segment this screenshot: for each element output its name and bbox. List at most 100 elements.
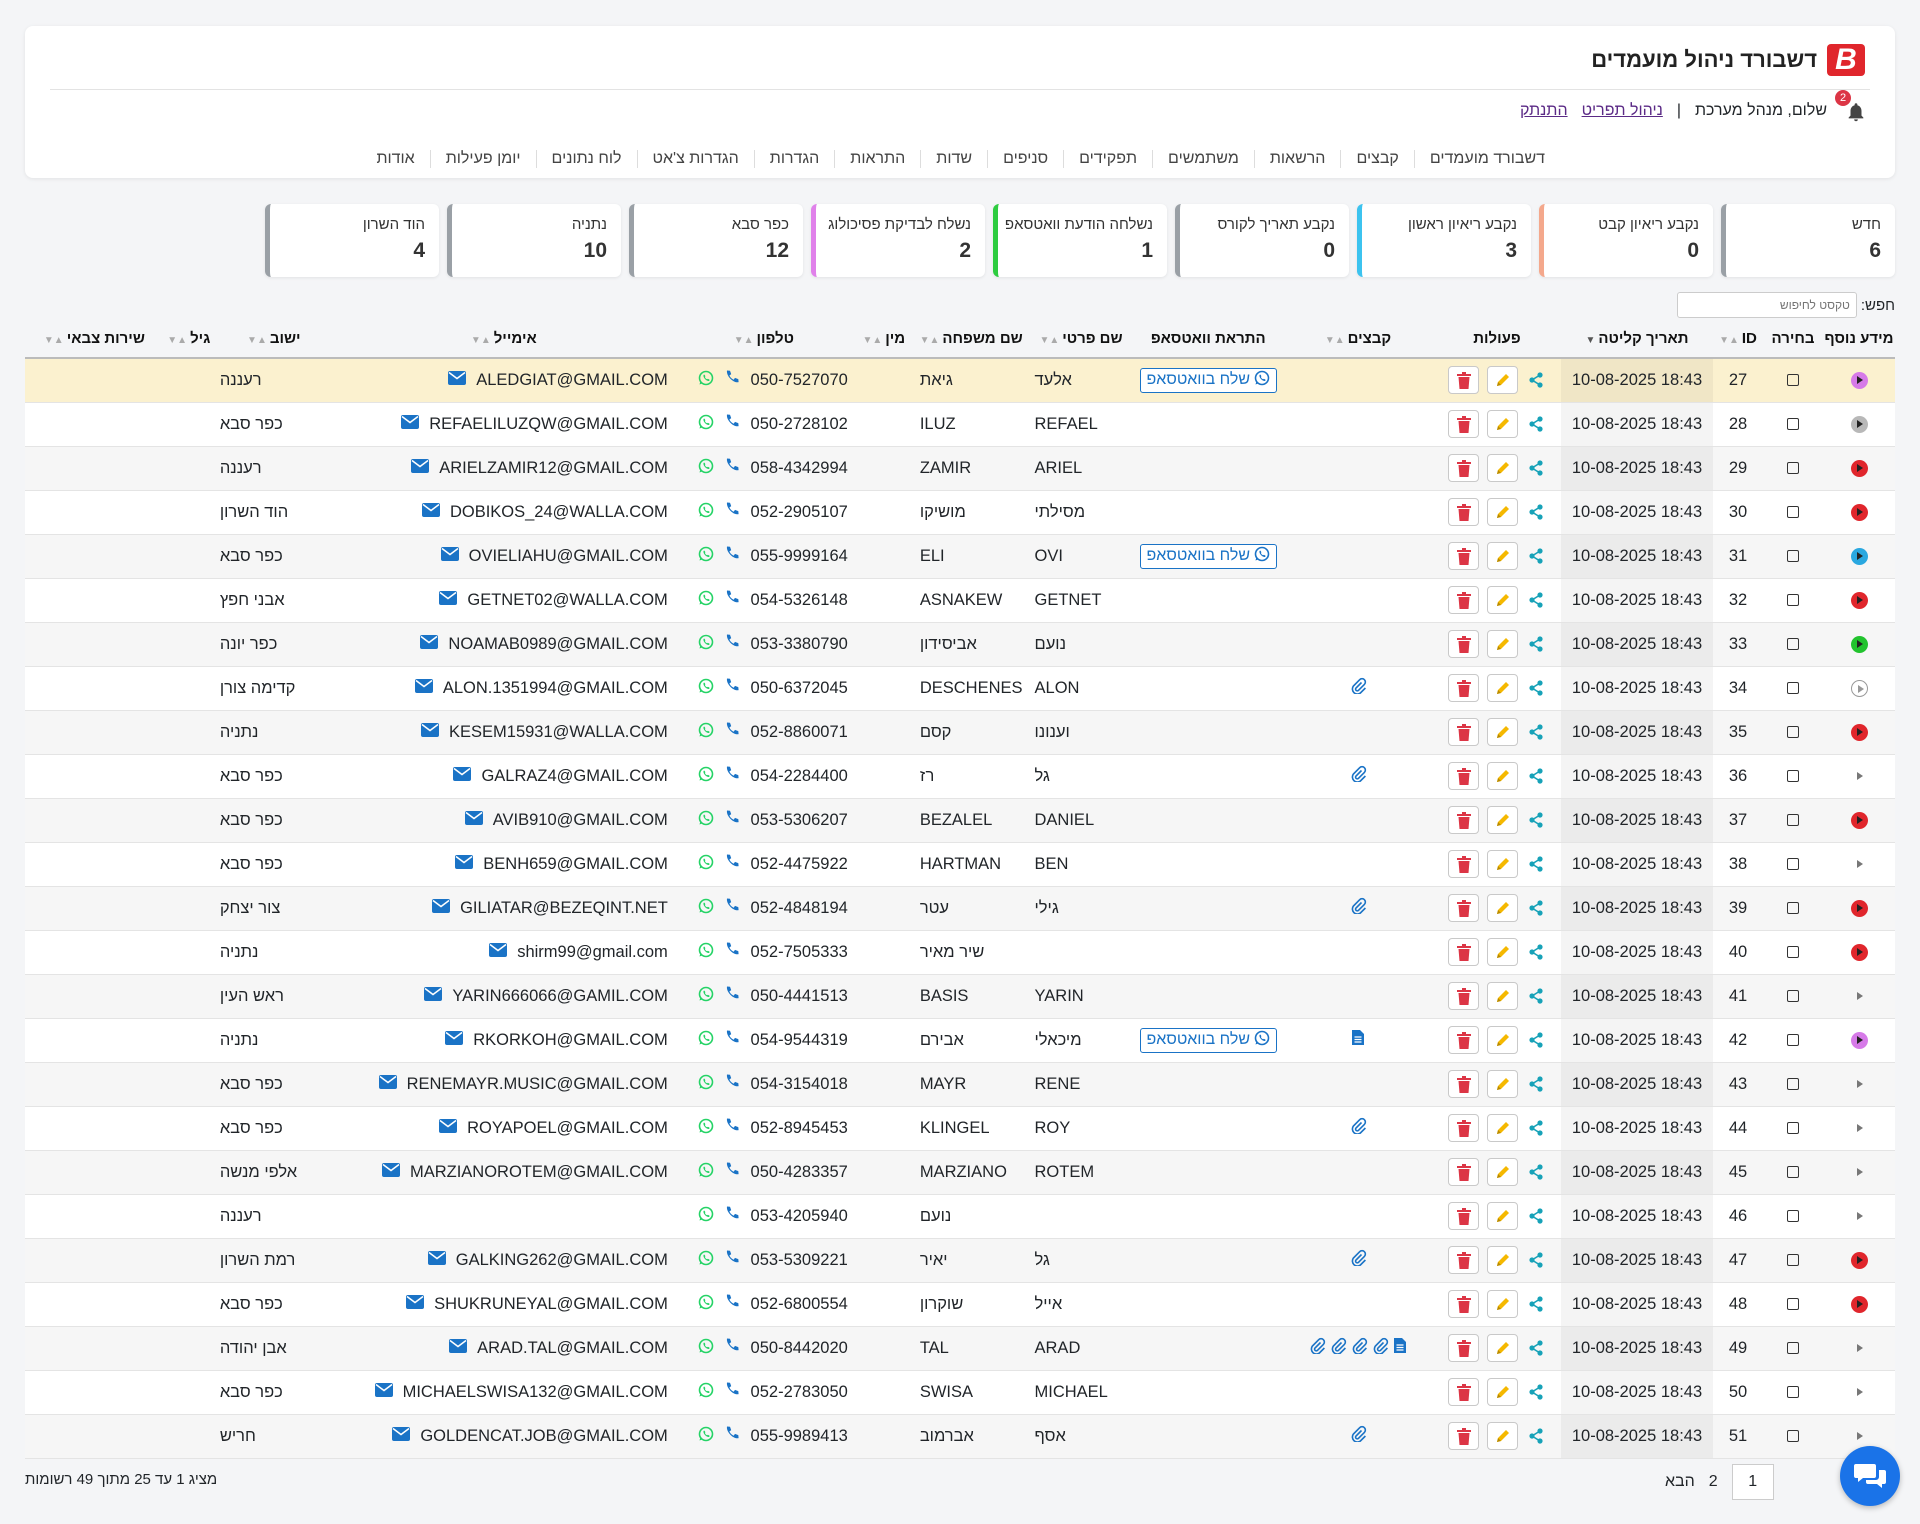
pencil-icon[interactable]	[1487, 1070, 1518, 1098]
trash-icon[interactable]	[1448, 1158, 1479, 1186]
next-page-button[interactable]: הבא	[1665, 1473, 1695, 1490]
phone-icon[interactable]	[724, 897, 741, 919]
trash-icon[interactable]	[1448, 894, 1479, 922]
row-checkbox[interactable]	[1787, 550, 1799, 563]
logout-link[interactable]: התנתק	[1519, 102, 1568, 119]
pencil-icon[interactable]	[1487, 1290, 1518, 1318]
trash-icon[interactable]	[1448, 1422, 1479, 1450]
col-gender[interactable]: מין▲▼	[853, 320, 914, 359]
pencil-icon[interactable]	[1487, 850, 1518, 878]
share-icon[interactable]	[1526, 458, 1546, 478]
pencil-icon[interactable]	[1487, 1246, 1518, 1274]
trash-icon[interactable]	[1448, 1334, 1479, 1362]
envelope-icon[interactable]	[421, 722, 439, 742]
row-checkbox[interactable]	[1787, 1430, 1799, 1443]
phone-icon[interactable]	[724, 369, 741, 391]
envelope-icon[interactable]	[439, 1118, 458, 1138]
phone-icon[interactable]	[724, 941, 741, 963]
trash-icon[interactable]	[1448, 454, 1479, 482]
col-email[interactable]: אימייל▲▼	[333, 320, 674, 359]
whatsapp-icon[interactable]	[698, 810, 714, 831]
table-row[interactable]: 40 10-08-2025 18:43 שיר מאיר 052-7505333 shi…	[25, 930, 1895, 974]
table-row[interactable]: 35 10-08-2025 18:43 וענונו קסם 052-8860071 KE…	[25, 710, 1895, 754]
stat-card[interactable]: חדש 6	[1721, 204, 1895, 277]
status-play-icon[interactable]	[1851, 1164, 1868, 1181]
table-row[interactable]: 43 10-08-2025 18:43 RENE MAYR 054-3154018 REN…	[25, 1062, 1895, 1106]
pencil-icon[interactable]	[1487, 1026, 1518, 1054]
phone-icon[interactable]	[724, 1073, 741, 1095]
table-row[interactable]: 46 10-08-2025 18:43 נועם 053-4205940 רעננה	[25, 1194, 1895, 1238]
phone-icon[interactable]	[724, 457, 741, 479]
table-row[interactable]: 28 10-08-2025 18:43 REFAEL ILUZ 050-2728102 R…	[25, 402, 1895, 446]
row-checkbox[interactable]	[1787, 1298, 1799, 1311]
trash-icon[interactable]	[1448, 1202, 1479, 1230]
whatsapp-icon[interactable]	[698, 722, 714, 743]
whatsapp-icon[interactable]	[698, 546, 714, 567]
nav-item[interactable]: הגדרות צ'אט	[636, 150, 754, 168]
nav-item[interactable]: קבצים	[1340, 150, 1413, 168]
trash-icon[interactable]	[1448, 938, 1479, 966]
share-icon[interactable]	[1526, 1250, 1546, 1270]
share-icon[interactable]	[1526, 766, 1546, 786]
row-checkbox[interactable]	[1787, 374, 1799, 387]
status-play-icon[interactable]	[1851, 1384, 1868, 1401]
envelope-icon[interactable]	[448, 370, 467, 390]
whatsapp-icon[interactable]	[698, 854, 714, 875]
share-icon[interactable]	[1526, 1206, 1546, 1226]
trash-icon[interactable]	[1448, 718, 1479, 746]
pencil-icon[interactable]	[1487, 938, 1518, 966]
whatsapp-icon[interactable]	[698, 458, 714, 479]
share-icon[interactable]	[1526, 898, 1546, 918]
nav-item[interactable]: דשבורד מועמדים	[1413, 150, 1560, 168]
phone-icon[interactable]	[724, 809, 741, 831]
col-age[interactable]: גיל▲▼	[163, 320, 214, 359]
envelope-icon[interactable]	[374, 1382, 393, 1402]
whatsapp-icon[interactable]	[698, 1294, 714, 1315]
trash-icon[interactable]	[1448, 1070, 1479, 1098]
share-icon[interactable]	[1526, 986, 1546, 1006]
status-play-icon[interactable]	[1850, 811, 1868, 829]
status-play-icon[interactable]	[1850, 679, 1868, 697]
status-play-icon[interactable]	[1850, 503, 1868, 521]
whatsapp-icon[interactable]	[698, 1162, 714, 1183]
whatsapp-icon[interactable]	[698, 942, 714, 963]
row-checkbox[interactable]	[1787, 418, 1799, 431]
envelope-icon[interactable]	[420, 634, 439, 654]
col-id[interactable]: ID▲▼	[1713, 320, 1763, 359]
table-row[interactable]: 31 10-08-2025 18:43 שלח בוואטסאפ OVI ELI 055-…	[25, 534, 1895, 578]
paperclip-icon[interactable]	[1350, 765, 1367, 787]
phone-icon[interactable]	[724, 721, 741, 743]
pencil-icon[interactable]	[1487, 806, 1518, 834]
pencil-icon[interactable]	[1487, 1378, 1518, 1406]
pencil-icon[interactable]	[1487, 542, 1518, 570]
phone-icon[interactable]	[724, 853, 741, 875]
pencil-icon[interactable]	[1487, 1422, 1518, 1450]
col-date[interactable]: תאריך קליטה▼	[1561, 320, 1713, 359]
whatsapp-icon[interactable]	[698, 766, 714, 787]
table-row[interactable]: 32 10-08-2025 18:43 GETNET ASNAKEW 054-53261…	[25, 578, 1895, 622]
trash-icon[interactable]	[1448, 982, 1479, 1010]
table-row[interactable]: 42 10-08-2025 18:43 שלח בוואטסאפ מיכאלי אביר…	[25, 1018, 1895, 1062]
phone-icon[interactable]	[724, 413, 741, 435]
share-icon[interactable]	[1526, 1382, 1546, 1402]
stat-card[interactable]: נקבע ריאיון ראשון 3	[1357, 204, 1531, 277]
status-play-icon[interactable]	[1850, 635, 1868, 653]
paperclip-icon[interactable]	[1330, 1337, 1347, 1359]
status-play-icon[interactable]	[1851, 1208, 1868, 1225]
status-play-icon[interactable]	[1850, 723, 1868, 741]
status-play-icon[interactable]	[1851, 1120, 1868, 1137]
chat-button[interactable]	[1840, 1446, 1900, 1506]
table-row[interactable]: 27 10-08-2025 18:43 שלח בוואטסאפ אלעד גיאת 05…	[25, 358, 1895, 402]
paperclip-icon[interactable]	[1309, 1337, 1326, 1359]
whatsapp-icon[interactable]	[698, 1426, 714, 1447]
whatsapp-icon[interactable]	[698, 898, 714, 919]
stat-card[interactable]: נשלח לבדיקת פסיכולוג 2	[811, 204, 985, 277]
phone-icon[interactable]	[724, 1205, 741, 1227]
phone-icon[interactable]	[724, 1293, 741, 1315]
row-checkbox[interactable]	[1787, 1122, 1799, 1135]
pencil-icon[interactable]	[1487, 586, 1518, 614]
status-play-icon[interactable]	[1851, 856, 1868, 873]
whatsapp-icon[interactable]	[698, 502, 714, 523]
share-icon[interactable]	[1526, 810, 1546, 830]
col-phone[interactable]: טלפון▲▼	[673, 320, 854, 359]
